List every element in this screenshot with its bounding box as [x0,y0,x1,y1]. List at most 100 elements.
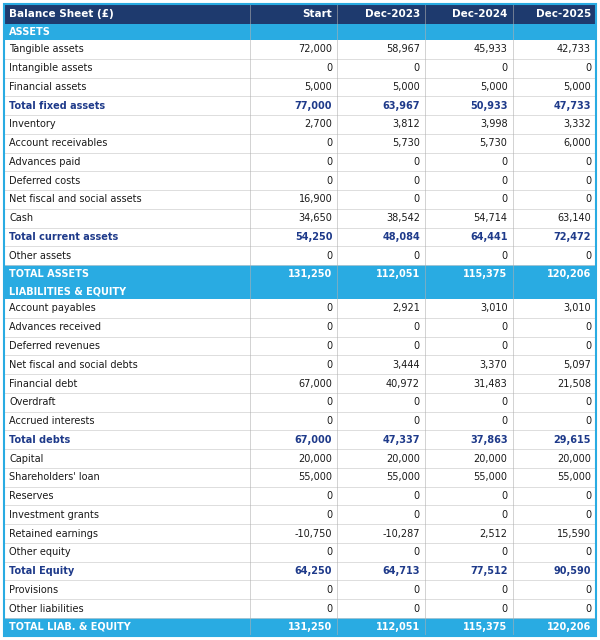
Text: -10,750: -10,750 [295,529,332,539]
Text: Total current assets: Total current assets [9,232,118,242]
Text: 50,933: 50,933 [470,100,508,111]
Text: Overdraft: Overdraft [9,397,56,407]
Text: 3,998: 3,998 [480,120,508,129]
Text: Shareholders' loan: Shareholders' loan [9,472,100,483]
Text: 131,250: 131,250 [288,269,332,279]
Text: 0: 0 [326,251,332,260]
Text: Provisions: Provisions [9,585,58,595]
Text: 63,140: 63,140 [557,213,591,223]
Text: 20,000: 20,000 [386,454,420,463]
Text: 0: 0 [414,251,420,260]
Text: 0: 0 [585,604,591,614]
Text: 77,512: 77,512 [470,566,508,576]
Bar [4,486,596,506]
Bar [4,265,596,283]
Text: 0: 0 [326,157,332,167]
Text: 0: 0 [502,604,508,614]
Text: 54,714: 54,714 [473,213,508,223]
Text: Deferred costs: Deferred costs [9,176,80,186]
Text: 55,000: 55,000 [386,472,420,483]
Text: 2,512: 2,512 [479,529,508,539]
Text: LIABILITIES & EQUITY: LIABILITIES & EQUITY [9,286,126,296]
Text: 0: 0 [326,397,332,407]
Text: Advances paid: Advances paid [9,157,80,167]
Text: 0: 0 [585,491,591,501]
Text: 67,000: 67,000 [298,378,332,388]
Text: 42,733: 42,733 [557,44,591,54]
Text: 0: 0 [326,360,332,370]
Bar [4,283,596,299]
Text: Dec-2025: Dec-2025 [536,9,591,19]
Text: 0: 0 [414,491,420,501]
Text: Tangible assets: Tangible assets [9,44,84,54]
Text: 3,332: 3,332 [563,120,591,129]
Text: 0: 0 [414,416,420,426]
Text: 0: 0 [326,63,332,73]
Text: 120,206: 120,206 [547,622,591,632]
Text: 0: 0 [502,416,508,426]
Bar [4,318,596,337]
Text: 0: 0 [502,323,508,332]
Text: 5,097: 5,097 [563,360,591,370]
Bar [4,209,596,228]
Text: 58,967: 58,967 [386,44,420,54]
Text: 0: 0 [414,510,420,520]
Text: Dec-2024: Dec-2024 [452,9,508,19]
Text: 0: 0 [326,176,332,186]
Bar [4,190,596,209]
Text: 0: 0 [326,604,332,614]
Bar [4,152,596,172]
Text: 112,051: 112,051 [376,622,420,632]
Text: 64,250: 64,250 [295,566,332,576]
Text: 0: 0 [585,176,591,186]
Text: 0: 0 [585,585,591,595]
Text: 0: 0 [414,341,420,351]
Text: 31,483: 31,483 [474,378,508,388]
Bar [4,412,596,431]
Text: ASSETS: ASSETS [9,27,51,37]
Text: 3,444: 3,444 [392,360,420,370]
Text: Retained earnings: Retained earnings [9,529,98,539]
Text: Total debts: Total debts [9,435,70,445]
Text: 3,370: 3,370 [480,360,508,370]
Text: Reserves: Reserves [9,491,53,501]
Text: TOTAL LIAB. & EQUITY: TOTAL LIAB. & EQUITY [9,622,131,632]
Bar [4,506,596,524]
Text: Account receivables: Account receivables [9,138,107,148]
Text: 0: 0 [502,397,508,407]
Text: 5,000: 5,000 [392,82,420,92]
Text: 0: 0 [502,547,508,557]
Bar [4,96,596,115]
Text: 0: 0 [414,397,420,407]
Text: 67,000: 67,000 [295,435,332,445]
Text: Inventory: Inventory [9,120,56,129]
Text: 2,921: 2,921 [392,303,420,314]
Bar [4,431,596,449]
Text: 63,967: 63,967 [382,100,420,111]
Text: 64,441: 64,441 [470,232,508,242]
Text: 38,542: 38,542 [386,213,420,223]
Text: 115,375: 115,375 [463,269,508,279]
Text: 20,000: 20,000 [557,454,591,463]
Text: 0: 0 [502,341,508,351]
Bar [4,24,596,40]
Bar [4,59,596,77]
Text: 21,508: 21,508 [557,378,591,388]
Text: 0: 0 [502,585,508,595]
Text: 0: 0 [414,547,420,557]
Text: 0: 0 [414,63,420,73]
Text: 72,472: 72,472 [554,232,591,242]
Text: 20,000: 20,000 [298,454,332,463]
Text: 6,000: 6,000 [563,138,591,148]
Text: Balance Sheet (£): Balance Sheet (£) [9,9,114,19]
Text: Financial assets: Financial assets [9,82,86,92]
Bar [4,393,596,412]
Text: 0: 0 [585,397,591,407]
Text: 55,000: 55,000 [473,472,508,483]
Text: 0: 0 [502,510,508,520]
Text: Start: Start [302,9,332,19]
Text: 0: 0 [414,195,420,204]
Text: 3,812: 3,812 [392,120,420,129]
Text: Accrued interests: Accrued interests [9,416,95,426]
Text: 0: 0 [326,510,332,520]
